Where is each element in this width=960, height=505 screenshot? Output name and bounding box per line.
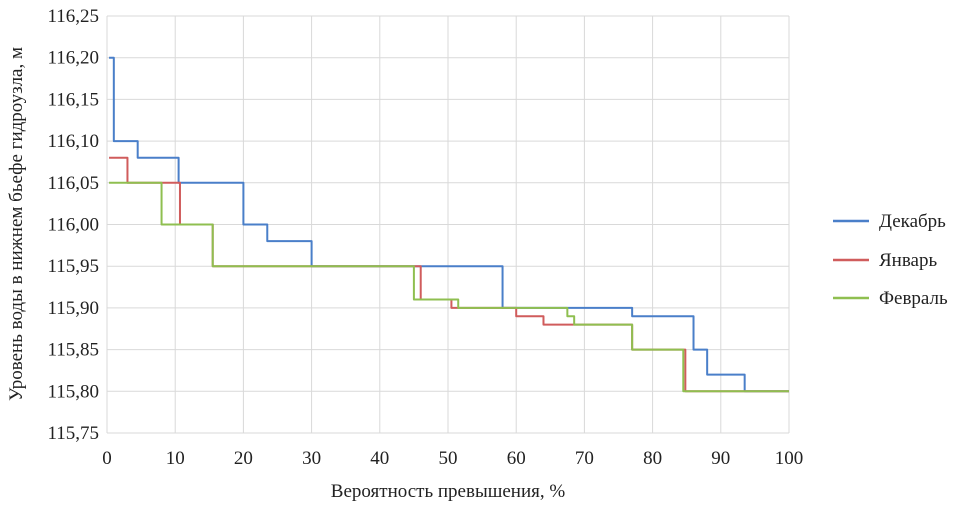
y-tick-label: 115,75 <box>47 423 99 444</box>
x-tick-labels: 0 10 20 30 40 50 60 70 80 90 100 <box>102 448 803 469</box>
y-tick-labels: 115,75 115,80 115,85 115,90 115,95 116,00 116,… <box>47 6 99 444</box>
x-tick-label: 0 <box>102 448 112 469</box>
legend: Декабрь Январь Февраль <box>833 211 948 309</box>
y-tick-label: 115,90 <box>47 298 99 319</box>
series-line-2 <box>109 156 789 393</box>
series-line-3 <box>109 181 789 393</box>
y-tick-label: 116,10 <box>47 131 99 152</box>
y-tick-label: 116,05 <box>47 173 99 194</box>
x-axis-title: Вероятность превышения, % <box>331 481 566 502</box>
series-lines <box>109 56 789 393</box>
legend-label: Февраль <box>879 288 948 309</box>
y-tick-label: 116,15 <box>47 89 99 110</box>
x-tick-label: 30 <box>302 448 321 469</box>
y-axis-title: Уровень воды в нижнем бьефе гидроузла, м <box>6 47 27 401</box>
legend-label: Декабрь <box>879 211 946 232</box>
y-tick-label: 115,80 <box>47 381 99 402</box>
y-tick-label: 116,20 <box>47 48 99 69</box>
x-tick-label: 90 <box>711 448 730 469</box>
x-tick-label: 20 <box>234 448 253 469</box>
x-tick-label: 70 <box>575 448 594 469</box>
y-tick-label: 115,95 <box>47 256 99 277</box>
x-tick-label: 10 <box>166 448 185 469</box>
y-tick-label: 115,85 <box>47 340 99 361</box>
legend-label: Январь <box>879 250 937 271</box>
x-tick-label: 100 <box>775 448 804 469</box>
series-line-1 <box>109 56 789 393</box>
y-tick-label: 116,25 <box>47 6 99 27</box>
x-tick-label: 60 <box>507 448 526 469</box>
x-tick-label: 80 <box>643 448 662 469</box>
x-tick-label: 50 <box>439 448 458 469</box>
y-tick-label: 116,00 <box>47 215 99 236</box>
x-tick-label: 40 <box>370 448 389 469</box>
